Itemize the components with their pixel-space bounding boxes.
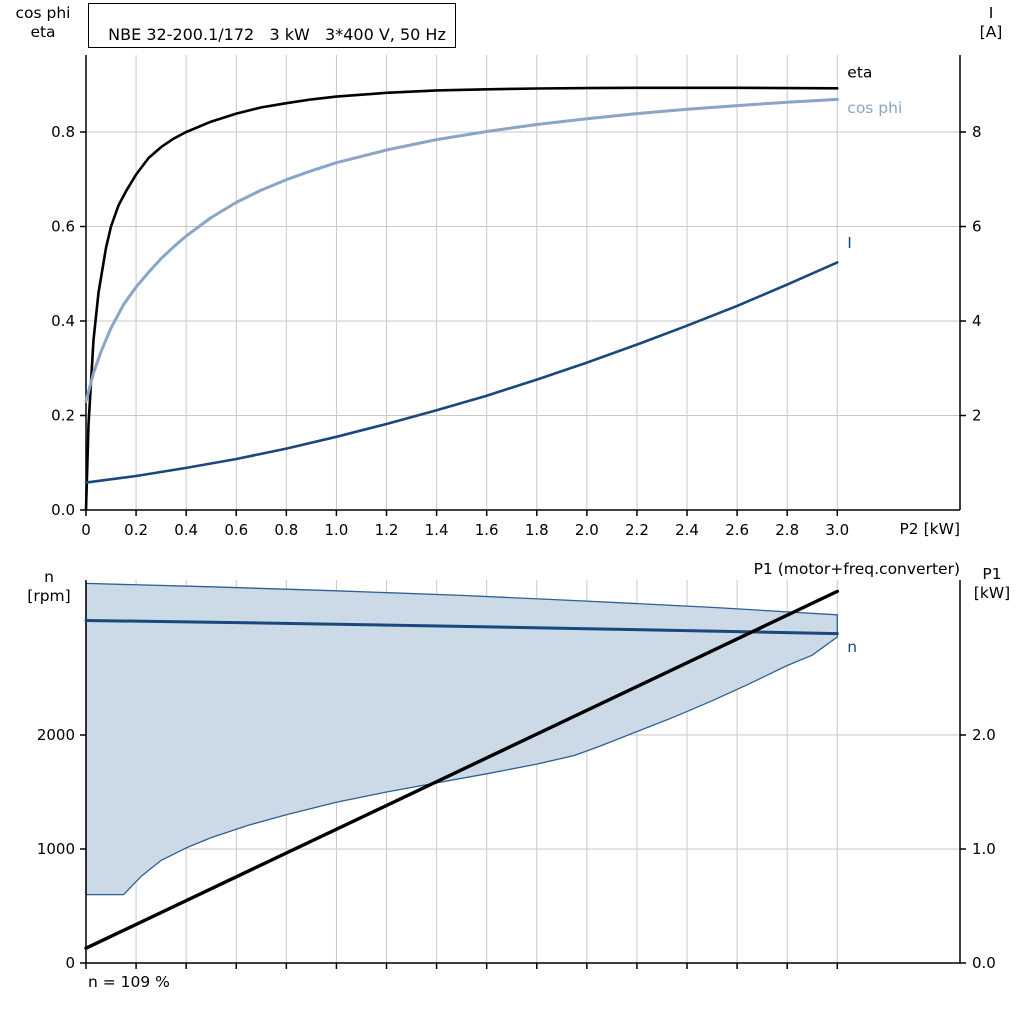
axis-label-p1: P1: [982, 565, 1002, 583]
chart-title: NBE 32-200.1/172 3 kW 3*400 V, 50 Hz: [108, 25, 446, 44]
bottom-left-axis-label: n [rpm]: [12, 568, 86, 606]
top-right-axis-label: I [A]: [960, 4, 1022, 42]
speed-note-text: n = 109 %: [88, 973, 170, 991]
x-tick-label: 2.4: [675, 521, 699, 539]
x-tick-label: 2.2: [625, 521, 649, 539]
y-right-tick-label: 8: [972, 123, 982, 141]
series-I: [84, 261, 839, 484]
p1-curve-annotation: P1 (motor+freq.converter): [580, 560, 960, 579]
x-tick-label: 0.4: [174, 521, 198, 539]
x-tick-label: 0: [81, 521, 91, 539]
x-tick-label: 0.6: [224, 521, 248, 539]
top-chart: 0 0.2 0.4 0.6 0.8 1.0 1.2 1.4 1.6 1.8 2.0 2.2 2.4 2.6…: [51, 55, 982, 539]
x-tick-label: 1.8: [525, 521, 549, 539]
axis-label-current: I: [988, 4, 994, 22]
x-axis-label-text: P2 [kW]: [899, 520, 960, 538]
x-tick-label: 2.8: [775, 521, 799, 539]
series-label-I: I: [847, 234, 852, 252]
y-left-tick-label: 0: [65, 954, 75, 972]
y-right-tick-label: 4: [972, 312, 982, 330]
x-tick-label: 1.6: [475, 521, 499, 539]
x-tick-label: 0.8: [274, 521, 298, 539]
x-tick-label: 2.0: [575, 521, 599, 539]
x-tick-label: 1.0: [325, 521, 349, 539]
axis-label-eta: eta: [30, 23, 56, 41]
y-left-tick-label: 0.6: [51, 218, 75, 236]
chart-title-box: NBE 32-200.1/172 3 kW 3*400 V, 50 Hz: [88, 3, 456, 48]
axis-label-speed-unit: [rpm]: [27, 587, 71, 605]
series-label-eta: eta: [847, 64, 872, 82]
y-left-tick-label: 0.4: [51, 312, 75, 330]
y-left-tick-label: 0.2: [51, 407, 75, 425]
y-left-tick-label: 0.8: [51, 123, 75, 141]
y-left-tick-label: 0.0: [51, 501, 75, 519]
top-left-axis-label: cos phi eta: [2, 4, 84, 42]
y-right-tick-label: 0.0: [972, 954, 996, 972]
axis-label-speed: n: [44, 568, 54, 586]
series-P1: [84, 589, 839, 950]
x-tick-label: 2.6: [725, 521, 749, 539]
series-label-cos-phi: cos phi: [847, 99, 902, 117]
axis-label-p1-unit: [kW]: [973, 584, 1011, 602]
x-axis-label: P2 [kW]: [860, 520, 960, 539]
series-n: [84, 619, 839, 636]
y-left-tick-label: 2000: [37, 726, 75, 744]
p1-curve-annotation-text: P1 (motor+freq.converter): [753, 560, 960, 578]
x-tick-label: 3.0: [825, 521, 849, 539]
speed-note: n = 109 %: [88, 973, 170, 992]
speed-range-band: [85, 582, 838, 896]
series-eta: [84, 86, 839, 512]
series-label-n: n: [847, 638, 857, 656]
x-tick-label: 1.4: [425, 521, 449, 539]
x-tick-label: 0.2: [124, 521, 148, 539]
bottom-right-axis-label: P1 [kW]: [960, 565, 1024, 603]
y-right-tick-label: 2: [972, 407, 982, 425]
axis-label-cos-phi: cos phi: [15, 4, 71, 22]
axis-label-current-unit: [A]: [979, 23, 1003, 41]
bottom-chart: 0 1000 2000 0.0 1.0 2.0 n: [37, 580, 996, 972]
y-left-tick-label: 1000: [37, 840, 75, 858]
y-right-tick-label: 2.0: [972, 726, 996, 744]
y-right-tick-label: 6: [972, 218, 982, 236]
series-cos-phi: [84, 97, 839, 403]
x-tick-label: 1.2: [375, 521, 399, 539]
y-right-tick-label: 1.0: [972, 840, 996, 858]
